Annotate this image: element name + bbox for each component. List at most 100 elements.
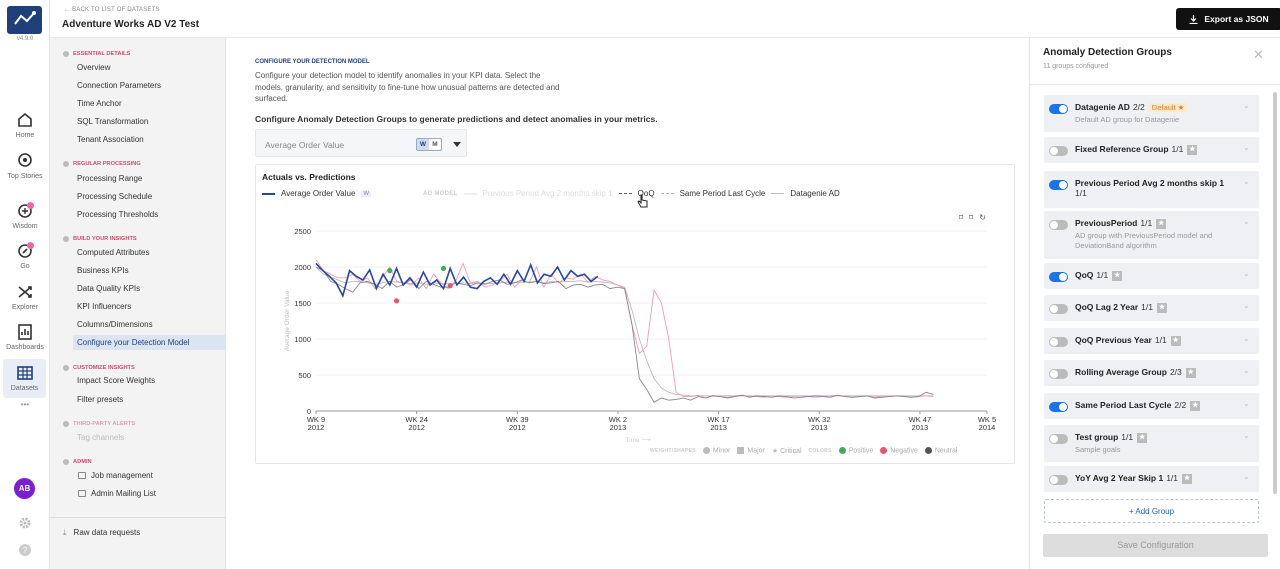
group-toggle[interactable] [1049, 337, 1068, 347]
chevron-down-icon[interactable]: ⌄ [1243, 399, 1250, 408]
sidebar-item-mailing-list[interactable]: Admin Mailing List [78, 489, 156, 498]
zoom-in-icon[interactable]: ⌑ [959, 213, 970, 222]
star-icon[interactable]: ★ [1190, 400, 1201, 411]
sidebar-item-overview[interactable]: Overview [77, 63, 111, 72]
chevron-down-icon[interactable]: ⌄ [1243, 301, 1250, 310]
sidebar-item-business-kpis[interactable]: Business KPIs [77, 266, 129, 275]
granularity-week[interactable]: W [417, 139, 429, 150]
reset-icon[interactable]: ↻ [979, 213, 992, 222]
sidebar-item-thresholds[interactable]: Processing Thresholds [77, 210, 159, 219]
rail-item-home[interactable]: Home [0, 111, 50, 139]
chevron-down-icon[interactable] [453, 142, 461, 147]
avatar[interactable]: AB [14, 478, 35, 499]
star-icon[interactable]: ★ [1187, 144, 1198, 155]
app-logo[interactable] [7, 6, 42, 34]
group-card[interactable]: QoQ 1/1 ★ ⌄ [1044, 263, 1259, 289]
sidebar-item-range[interactable]: Processing Range [77, 174, 143, 183]
group-toggle[interactable] [1049, 104, 1068, 114]
rail-item-dashboards[interactable]: Dashboards [0, 323, 50, 351]
group-card[interactable]: Rolling Average Group 2/3 ★ ⌄ [1044, 360, 1259, 386]
sidebar-item-influencers[interactable]: KPI Influencers [77, 302, 132, 311]
star-icon[interactable]: ★ [1170, 335, 1181, 346]
sidebar-item-tenant[interactable]: Tenant Association [77, 135, 144, 144]
star-icon[interactable]: ★ [1137, 432, 1148, 443]
gear-icon[interactable] [18, 516, 32, 530]
group-card[interactable]: QoQ Lag 2 Year 1/1 ★ ⌄ [1044, 295, 1259, 321]
close-icon[interactable]: ✕ [1253, 47, 1264, 62]
star-icon[interactable]: ★ [1156, 302, 1167, 313]
group-toggle[interactable] [1049, 369, 1068, 379]
chevron-down-icon[interactable]: ⌄ [1243, 366, 1250, 375]
group-toggle[interactable] [1049, 434, 1068, 444]
chevron-down-icon[interactable]: ⌄ [1243, 431, 1250, 440]
group-card[interactable]: Fixed Reference Group 1/1 ★ ⌄ [1044, 137, 1259, 163]
legend-actual[interactable]: Average Order Value [281, 189, 356, 198]
rail-item-explorer[interactable]: Explorer [0, 283, 50, 311]
sidebar-item-detection-model[interactable]: Configure your Detection Model [73, 335, 225, 350]
rail-more[interactable]: ••• [20, 400, 30, 409]
group-card[interactable]: QoQ Previous Year 1/1 ★ ⌄ [1044, 328, 1259, 354]
page-title: Adventure Works AD V2 Test [62, 19, 200, 30]
top-header: ← BACK TO LIST OF DATASETS Adventure Wor… [50, 0, 1280, 38]
sidebar-item-sql[interactable]: SQL Transformation [77, 117, 149, 126]
rail-item-wisdom[interactable]: Wisdom [0, 202, 50, 230]
legend-qoq[interactable]: QoQ [637, 189, 655, 198]
group-card[interactable]: Datagenie AD 2/2 Default ★ Default AD group… [1044, 95, 1259, 132]
sidebar-item-dq-kpis[interactable]: Data Quality KPIs [77, 284, 141, 293]
group-toggle[interactable] [1049, 475, 1068, 485]
group-name-row: Fixed Reference Group 1/1 ★ [1075, 144, 1198, 155]
save-configuration-button[interactable]: Save Configuration [1043, 534, 1268, 557]
star-icon[interactable]: ★ [1112, 270, 1123, 281]
star-icon[interactable]: ★ [1185, 367, 1196, 378]
group-toggle[interactable] [1049, 146, 1068, 156]
chevron-down-icon[interactable]: ⌄ [1243, 217, 1250, 226]
legend-spl[interactable]: Same Period Last Cycle [679, 189, 766, 198]
section-question: Configure Anomaly Detection Groups to ge… [255, 114, 658, 124]
group-toggle[interactable] [1049, 220, 1068, 230]
legend-prevperiod[interactable]: Previous Period Avg 2 months skip 1 [482, 189, 613, 198]
sidebar-item-raw-requests[interactable]: ⤓ Raw data requests [63, 528, 140, 538]
star-icon[interactable]: ★ [1156, 218, 1167, 229]
sidebar-item-computed[interactable]: Computed Attributes [77, 248, 150, 257]
legend-minor: Minor [702, 447, 730, 455]
group-card[interactable]: Test group 1/1 ★ Sample goals ⌄ [1044, 425, 1259, 462]
rail-item-top-stories[interactable]: Top Stories [0, 152, 50, 180]
help-icon[interactable]: ? [18, 543, 32, 557]
sidebar-item-connection[interactable]: Connection Parameters [77, 81, 162, 90]
star-icon[interactable]: ★ [1182, 473, 1193, 484]
chevron-down-icon[interactable]: ⌄ [1243, 101, 1250, 110]
panel-scrollbar[interactable] [1273, 92, 1277, 494]
group-toggle[interactable] [1049, 180, 1068, 190]
group-toggle[interactable] [1049, 272, 1068, 282]
group-card[interactable]: Same Period Last Cycle 2/2 ★ ⌄ [1044, 393, 1259, 419]
series-line-average-order-value [315, 262, 599, 299]
legend-dg[interactable]: Datagenie AD [790, 189, 840, 198]
group-card[interactable]: Previous Period Avg 2 months skip 1 1/1 ⌄ [1044, 171, 1259, 208]
sidebar-item-impact-weights[interactable]: Impact Score Weights [77, 376, 156, 385]
rail-item-datasets[interactable]: Datasets [3, 359, 46, 398]
sidebar-item-schedule[interactable]: Processing Schedule [77, 192, 153, 201]
section-icon [63, 459, 69, 465]
rail-item-go[interactable]: Go [0, 242, 50, 270]
zoom-out-icon[interactable]: ⌑ [969, 213, 980, 222]
group-toggle[interactable] [1049, 304, 1068, 314]
export-json-button[interactable]: Export as JSON [1176, 8, 1280, 30]
kpi-select[interactable]: Average Order Value W M [255, 129, 467, 157]
group-card[interactable]: PreviousPeriod 1/1 ★ AD group with Previous… [1044, 211, 1259, 259]
granularity-month[interactable]: M [432, 141, 438, 148]
chevron-down-icon[interactable]: ⌄ [1243, 269, 1250, 278]
sidebar-item-time-anchor[interactable]: Time Anchor [77, 99, 122, 108]
chevron-down-icon[interactable]: ⌄ [1243, 177, 1250, 186]
sidebar-item-columns[interactable]: Columns/Dimensions [77, 320, 153, 329]
back-label: BACK TO LIST OF DATASETS [72, 7, 160, 13]
group-toggle[interactable] [1049, 402, 1068, 412]
chevron-down-icon[interactable]: ⌄ [1243, 334, 1250, 343]
chevron-down-icon[interactable]: ⌄ [1243, 143, 1250, 152]
sidebar-item-job-mgmt[interactable]: Job management [78, 471, 153, 480]
sidebar-item-filter-presets[interactable]: Filter presets [77, 395, 124, 404]
group-card[interactable]: YoY Avg 2 Year Skip 1 1/1 ★ ⌄ [1044, 466, 1259, 492]
add-group-button[interactable]: + Add Group [1044, 499, 1259, 523]
chevron-down-icon[interactable]: ⌄ [1243, 472, 1250, 481]
group-name: Datagenie AD [1075, 102, 1130, 112]
back-link[interactable]: ← BACK TO LIST OF DATASETS [64, 7, 160, 13]
